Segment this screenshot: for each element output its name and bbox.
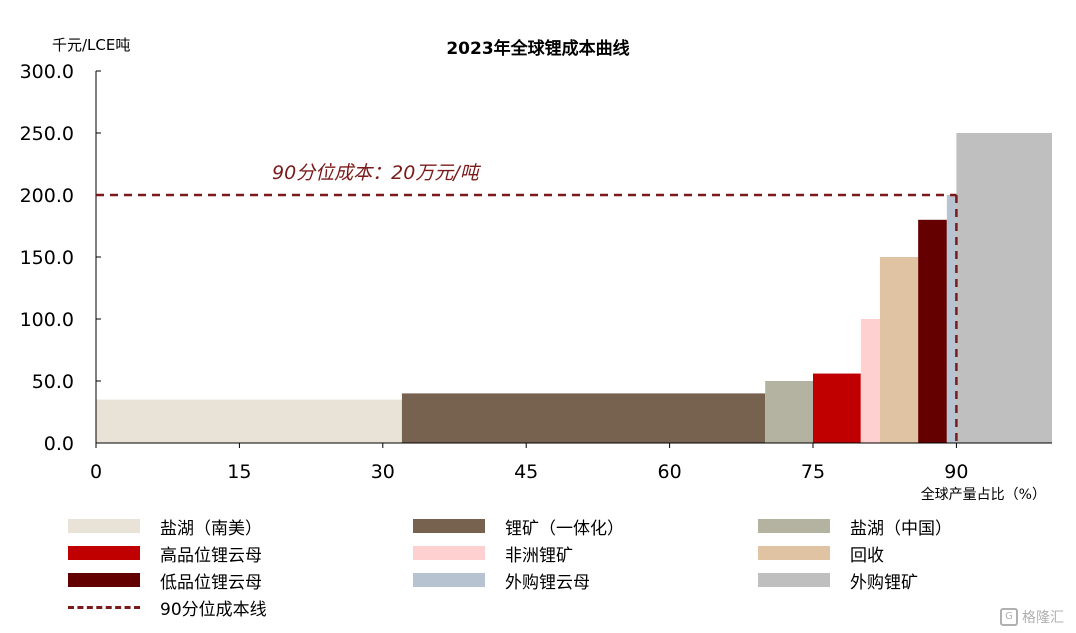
bar-0 — [96, 399, 402, 443]
bar-5 — [879, 257, 919, 443]
gelonghui-logo-icon: G — [1000, 608, 1018, 626]
bar-1 — [401, 393, 766, 443]
legend-label-0: 盐湖（南美） — [160, 518, 262, 539]
legend-label-2: 盐湖（中国） — [850, 518, 952, 539]
bar-4 — [860, 319, 880, 443]
x-tick-label-1: 15 — [227, 461, 251, 483]
legend-swatch-9 — [68, 605, 140, 609]
bar-7 — [946, 195, 957, 443]
legend-swatch-1 — [413, 519, 485, 533]
legend-label-1: 锂矿（一体化） — [505, 518, 624, 539]
y-tick-label-4: 200.0 — [20, 185, 74, 207]
watermark: G 格隆汇 — [1000, 607, 1064, 627]
legend-label-6: 低品位锂云母 — [160, 572, 262, 593]
chart-title: 2023年全球锂成本曲线 — [446, 39, 630, 59]
y-tick-label-1: 50.0 — [32, 371, 74, 393]
reference-annotation: 90分位成本：20万元/吨 — [272, 162, 482, 184]
x-tick-label-3: 45 — [514, 461, 538, 483]
legend-label-3: 高品位锂云母 — [160, 545, 262, 566]
legend-swatch-7 — [413, 573, 485, 587]
legend-item-7: 外购锂云母 — [413, 568, 590, 593]
legend-item-1: 锂矿（一体化） — [413, 514, 624, 539]
legend-item-9: 90分位成本线 — [68, 595, 267, 620]
legend-item-3: 高品位锂云母 — [68, 541, 262, 566]
y-tick-label-6: 300.0 — [20, 61, 74, 83]
legend-item-2: 盐湖（中国） — [758, 514, 952, 539]
legend-item-4: 非洲锂矿 — [413, 541, 573, 566]
bar-6 — [918, 219, 947, 443]
legend-swatch-5 — [758, 546, 830, 560]
legend-label-7: 外购锂云母 — [505, 572, 590, 593]
x-tick-label-0: 0 — [90, 461, 102, 483]
legend-swatch-8 — [758, 573, 830, 587]
legend-label-9: 90分位成本线 — [160, 599, 267, 620]
bar-8 — [956, 133, 1052, 443]
legend-swatch-0 — [68, 519, 140, 533]
chart-legend: 盐湖（南美） 锂矿（一体化） 盐湖（中国） 高品位锂云母 非洲锂矿 回收低品位锂云母 外购锂… — [68, 514, 968, 629]
bar-2 — [765, 381, 813, 443]
legend-swatch-3 — [68, 546, 140, 560]
x-axis-label: 全球产量占比（%） — [920, 487, 1046, 503]
legend-label-4: 非洲锂矿 — [505, 545, 573, 566]
legend-label-8: 外购锂矿 — [850, 572, 918, 593]
legend-label-5: 回收 — [850, 545, 884, 566]
bar-3 — [813, 373, 861, 443]
x-tick-label-4: 60 — [658, 461, 682, 483]
y-tick-label-2: 100.0 — [20, 309, 74, 331]
y-tick-label-5: 250.0 — [20, 123, 74, 145]
legend-swatch-4 — [413, 546, 485, 560]
x-tick-label-2: 30 — [371, 461, 395, 483]
watermark-text: 格隆汇 — [1022, 610, 1064, 626]
y-tick-label-0: 0.0 — [44, 433, 74, 455]
x-tick-label-6: 90 — [944, 461, 968, 483]
legend-item-8: 外购锂矿 — [758, 568, 918, 593]
x-tick-label-5: 75 — [801, 461, 825, 483]
y-axis-label: 千元/LCE吨 — [52, 36, 131, 54]
legend-swatch-6 — [68, 573, 140, 587]
legend-item-6: 低品位锂云母 — [68, 568, 262, 593]
legend-swatch-2 — [758, 519, 830, 533]
legend-item-5: 回收 — [758, 541, 884, 566]
legend-item-0: 盐湖（南美） — [68, 514, 262, 539]
y-tick-label-3: 150.0 — [20, 247, 74, 269]
